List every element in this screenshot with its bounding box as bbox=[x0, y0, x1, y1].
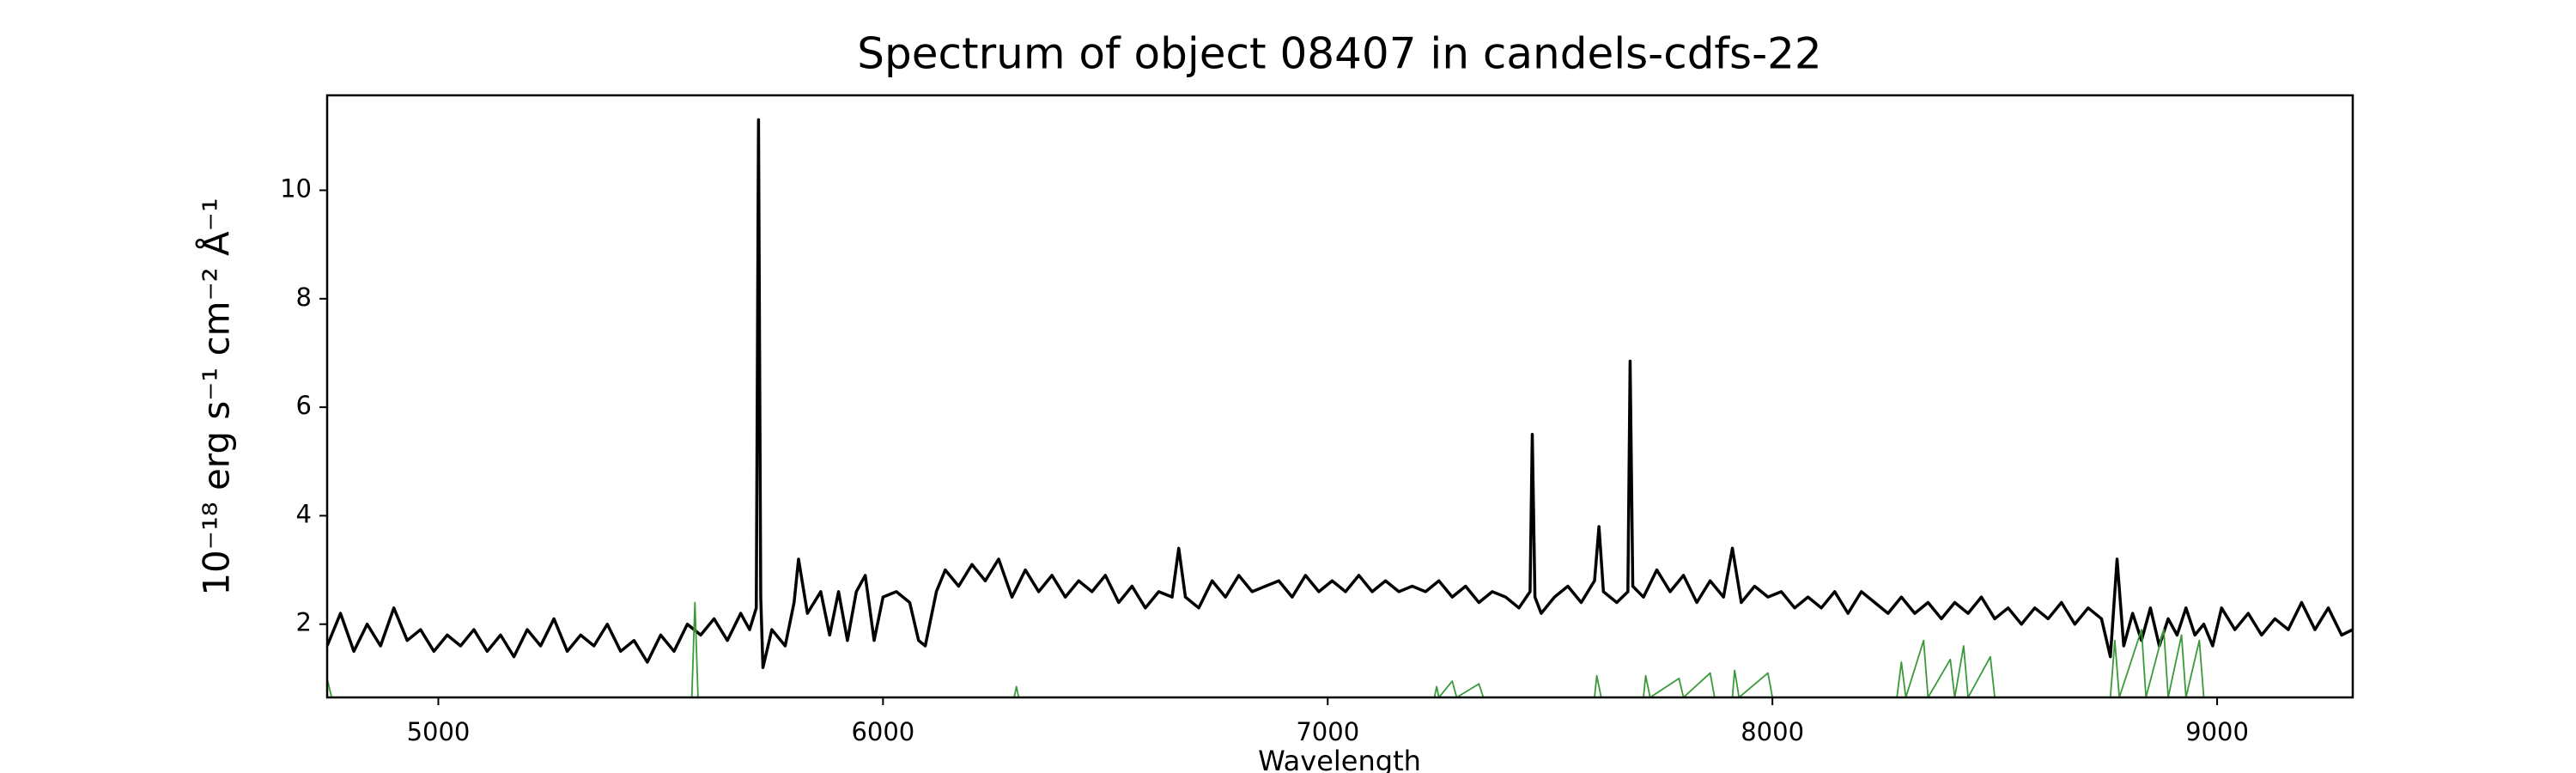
x-tick-label: 9000 bbox=[2185, 717, 2249, 746]
y-tick-label: 10 bbox=[280, 174, 312, 204]
x-tick-label: 8000 bbox=[1741, 717, 1804, 746]
chart-title: Spectrum of object 08407 in candels-cdfs… bbox=[857, 29, 1822, 79]
y-tick-label: 2 bbox=[296, 608, 312, 637]
x-tick-label: 6000 bbox=[851, 717, 914, 746]
x-axis-label: Wavelength bbox=[1258, 745, 1421, 773]
y-tick-label: 6 bbox=[296, 391, 312, 420]
x-tick-label: 7000 bbox=[1296, 717, 1359, 746]
plot-frame bbox=[325, 94, 2354, 699]
x-tick-label: 5000 bbox=[407, 717, 471, 746]
y-tick-label: 4 bbox=[296, 499, 312, 528]
y-axis-label: 10⁻¹⁸ erg s⁻¹ cm⁻² Å⁻¹ bbox=[195, 198, 238, 595]
spectrum-line bbox=[327, 118, 2353, 670]
spectrum-line bbox=[327, 601, 2351, 697]
y-tick-label: 8 bbox=[296, 283, 312, 312]
